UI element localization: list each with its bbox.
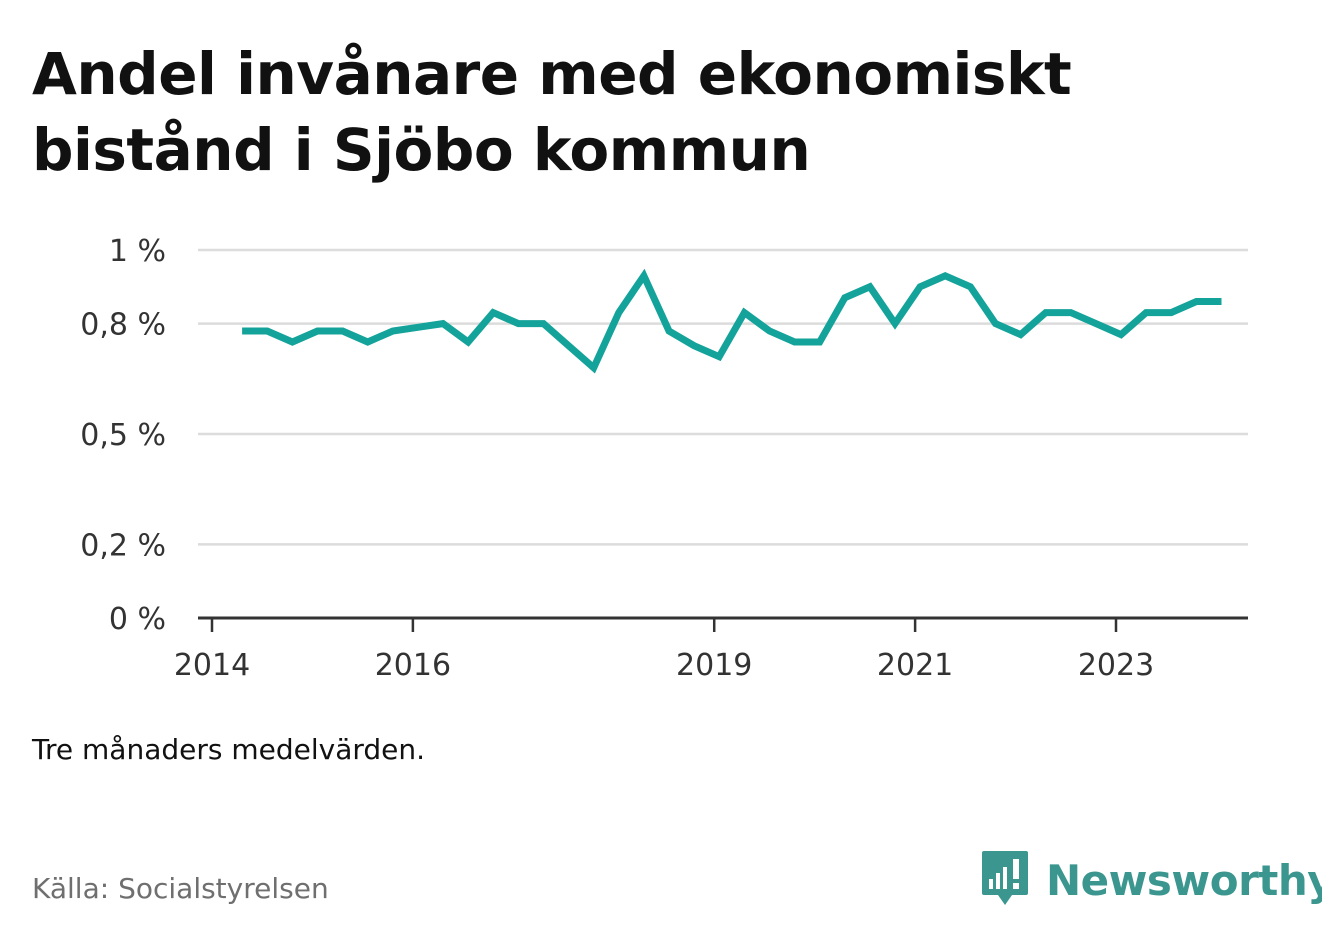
y-tick-label: 0,8 % [80, 308, 166, 343]
x-tick-label: 2023 [1078, 648, 1154, 683]
brand-name: Newsworthy [1046, 855, 1322, 905]
series-line [242, 268, 1222, 374]
x-tick-label: 2021 [877, 648, 953, 683]
y-tick-label: 0,5 % [80, 418, 166, 453]
y-axis-labels: 0 % 0,2 % 0,5 % 0,8 % 1 % [80, 234, 166, 637]
x-tick-label: 2016 [375, 648, 451, 683]
source-credit: Källa: Socialstyrelsen [32, 872, 329, 905]
y-tick-label: 0,2 % [80, 528, 166, 563]
chart-note: Tre månaders medelvärden. [32, 733, 426, 766]
x-axis: 2014 2016 2019 2021 2023 [174, 616, 1248, 683]
y-tick-label: 1 % [109, 234, 166, 269]
brand-logo: Newsworthy [980, 848, 1322, 912]
y-tick-label: 0 % [109, 602, 166, 637]
x-tick-label: 2019 [676, 648, 752, 683]
series-layer [242, 268, 1222, 374]
x-tick-label: 2014 [174, 648, 250, 683]
gridlines [198, 248, 1248, 546]
chart-title: Andel invånare med ekonomiskt bistånd i … [32, 40, 1072, 184]
newsworthy-logo-icon [982, 851, 1028, 905]
